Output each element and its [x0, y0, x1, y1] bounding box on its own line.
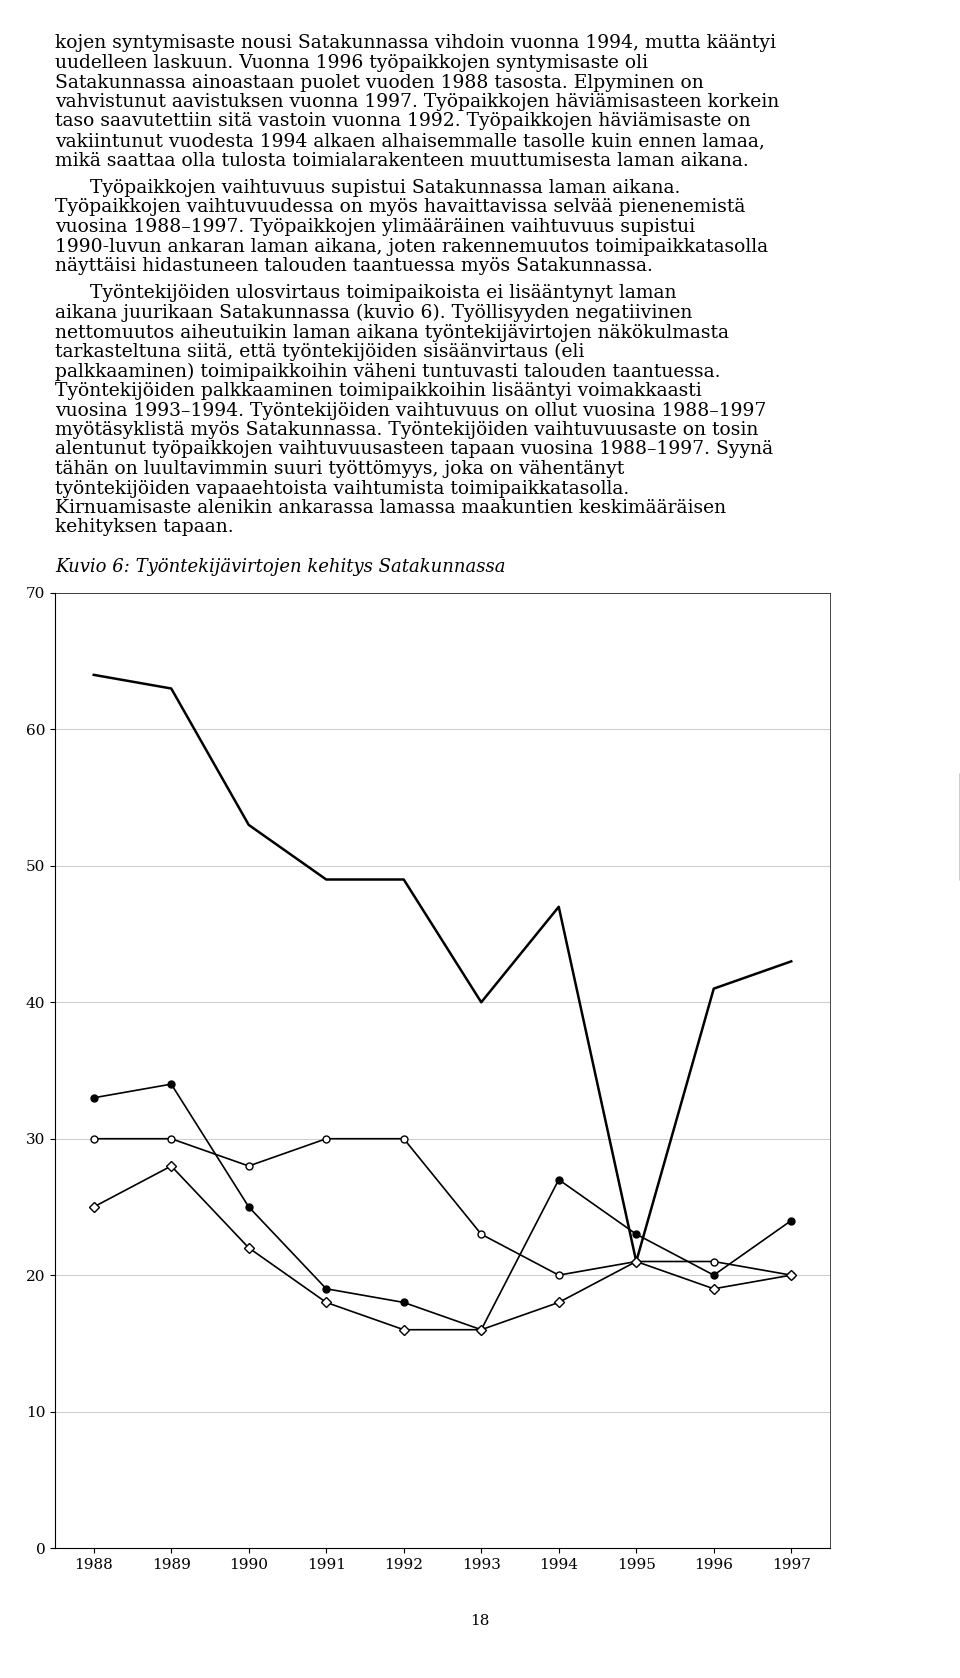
- Text: Kirnuamisaste alenikin ankarassa lamassa maakuntien keskimääräisen: Kirnuamisaste alenikin ankarassa lamassa…: [55, 498, 726, 517]
- Text: myötäsyklistä myös Satakunnassa. Työntekijöiden vaihtuvuusaste on tosin: myötäsyklistä myös Satakunnassa. Työntek…: [55, 421, 758, 440]
- Text: vuosina 1988–1997. Työpaikkojen ylimääräinen vaihtuvuus supistui: vuosina 1988–1997. Työpaikkojen ylimäärä…: [55, 218, 695, 237]
- WIF: [88, 1087, 100, 1107]
- CF: [708, 1279, 719, 1299]
- Line: WIF: WIF: [90, 1081, 795, 1334]
- WIF: [708, 1265, 719, 1285]
- WIF: [398, 1292, 410, 1312]
- Text: työntekijöiden vapaaehtoista vaihtumista toimipaikkatasolla.: työntekijöiden vapaaehtoista vaihtumista…: [55, 480, 629, 497]
- WF: [398, 869, 410, 889]
- WOF: [243, 1156, 254, 1176]
- CF: [88, 1196, 100, 1217]
- WF: [475, 992, 487, 1012]
- WIF: [165, 1074, 177, 1094]
- Line: CF: CF: [90, 1163, 795, 1334]
- Text: alentunut työpaikkojen vaihtuvuusasteen tapaan vuosina 1988–1997. Syynä: alentunut työpaikkojen vaihtuvuusasteen …: [55, 441, 773, 458]
- CF: [785, 1265, 797, 1285]
- CF: [321, 1292, 332, 1312]
- Text: nettomuutos aiheutuikin laman aikana työntekijävirtojen näkökulmasta: nettomuutos aiheutuikin laman aikana työ…: [55, 324, 729, 342]
- WOF: [475, 1225, 487, 1245]
- WF: [165, 678, 177, 698]
- WOF: [321, 1129, 332, 1149]
- Text: uudelleen laskuun. Vuonna 1996 työpaikkojen syntymisaste oli: uudelleen laskuun. Vuonna 1996 työpaikko…: [55, 54, 648, 72]
- Text: Työntekijöiden palkkaaminen toimipaikkoihin lisääntyi voimakkaasti: Työntekijöiden palkkaaminen toimipaikkoi…: [55, 383, 702, 399]
- WIF: [475, 1319, 487, 1339]
- WOF: [398, 1129, 410, 1149]
- Text: Työpaikkojen vaihtuvuus supistui Satakunnassa laman aikana.: Työpaikkojen vaihtuvuus supistui Satakun…: [90, 180, 681, 196]
- WF: [785, 951, 797, 972]
- WOF: [631, 1252, 642, 1272]
- Text: tarkasteltuna siitä, että työntekijöiden sisäänvirtaus (eli: tarkasteltuna siitä, että työntekijöiden…: [55, 342, 585, 361]
- WF: [631, 1252, 642, 1272]
- WF: [243, 816, 254, 836]
- Text: vuosina 1993–1994. Työntekijöiden vaihtuvuus on ollut vuosina 1988–1997: vuosina 1993–1994. Työntekijöiden vaihtu…: [55, 401, 766, 420]
- Text: aikana juurikaan Satakunnassa (kuvio 6). Työllisyyden negatiivinen: aikana juurikaan Satakunnassa (kuvio 6).…: [55, 304, 692, 322]
- CF: [398, 1319, 410, 1339]
- WIF: [785, 1210, 797, 1230]
- WIF: [631, 1225, 642, 1245]
- WIF: [321, 1279, 332, 1299]
- CF: [553, 1292, 564, 1312]
- Text: Satakunnassa ainoastaan puolet vuoden 1988 tasosta. Elpyminen on: Satakunnassa ainoastaan puolet vuoden 19…: [55, 74, 704, 92]
- Text: tähän on luultavimmin suuri työttömyys, joka on vähentänyt: tähän on luultavimmin suuri työttömyys, …: [55, 460, 624, 478]
- WIF: [553, 1170, 564, 1190]
- WIF: [243, 1196, 254, 1217]
- Text: vakiintunut vuodesta 1994 alkaen alhaisemmalle tasolle kuin ennen lamaa,: vakiintunut vuodesta 1994 alkaen alhaise…: [55, 133, 765, 149]
- Text: Työpaikkojen vaihtuvuudessa on myös havaittavissa selvää pienenemistä: Työpaikkojen vaihtuvuudessa on myös hava…: [55, 198, 745, 216]
- Line: WOF: WOF: [90, 1136, 795, 1279]
- Text: taso saavutettiin sitä vastoin vuonna 1992. Työpaikkojen häviämisaste on: taso saavutettiin sitä vastoin vuonna 19…: [55, 112, 751, 131]
- WF: [88, 664, 100, 685]
- Text: palkkaaminen) toimipaikkoihin väheni tuntuvasti talouden taantuessa.: palkkaaminen) toimipaikkoihin väheni tun…: [55, 362, 721, 381]
- WF: [321, 869, 332, 889]
- Text: mikä saattaa olla tulosta toimialarakenteen muuttumisesta laman aikana.: mikä saattaa olla tulosta toimialarakent…: [55, 151, 749, 169]
- WOF: [165, 1129, 177, 1149]
- Text: 18: 18: [470, 1614, 490, 1628]
- WOF: [708, 1252, 719, 1272]
- Text: 1990-luvun ankaran laman aikana, joten rakennemuutos toimipaikkatasolla: 1990-luvun ankaran laman aikana, joten r…: [55, 238, 768, 255]
- WOF: [785, 1265, 797, 1285]
- CF: [165, 1156, 177, 1176]
- Line: WF: WF: [94, 675, 791, 1262]
- WF: [553, 896, 564, 916]
- Text: näyttäisi hidastuneen talouden taantuessa myös Satakunnassa.: näyttäisi hidastuneen talouden taantuess…: [55, 257, 653, 275]
- Text: kojen syntymisaste nousi Satakunnassa vihdoin vuonna 1994, mutta kääntyi: kojen syntymisaste nousi Satakunnassa vi…: [55, 35, 776, 52]
- Text: Kuvio 6: Työntekijävirtojen kehitys Satakunnassa: Kuvio 6: Työntekijävirtojen kehitys Sata…: [55, 559, 506, 576]
- WOF: [88, 1129, 100, 1149]
- Text: Työntekijöiden ulosvirtaus toimipaikoista ei lisääntynyt laman: Työntekijöiden ulosvirtaus toimipaikoist…: [90, 285, 677, 302]
- CF: [243, 1238, 254, 1258]
- WOF: [553, 1265, 564, 1285]
- WF: [708, 978, 719, 998]
- CF: [631, 1252, 642, 1272]
- CF: [475, 1319, 487, 1339]
- Text: vahvistunut aavistuksen vuonna 1997. Työpaikkojen häviämisasteen korkein: vahvistunut aavistuksen vuonna 1997. Työ…: [55, 92, 780, 111]
- Text: kehityksen tapaan.: kehityksen tapaan.: [55, 519, 233, 537]
